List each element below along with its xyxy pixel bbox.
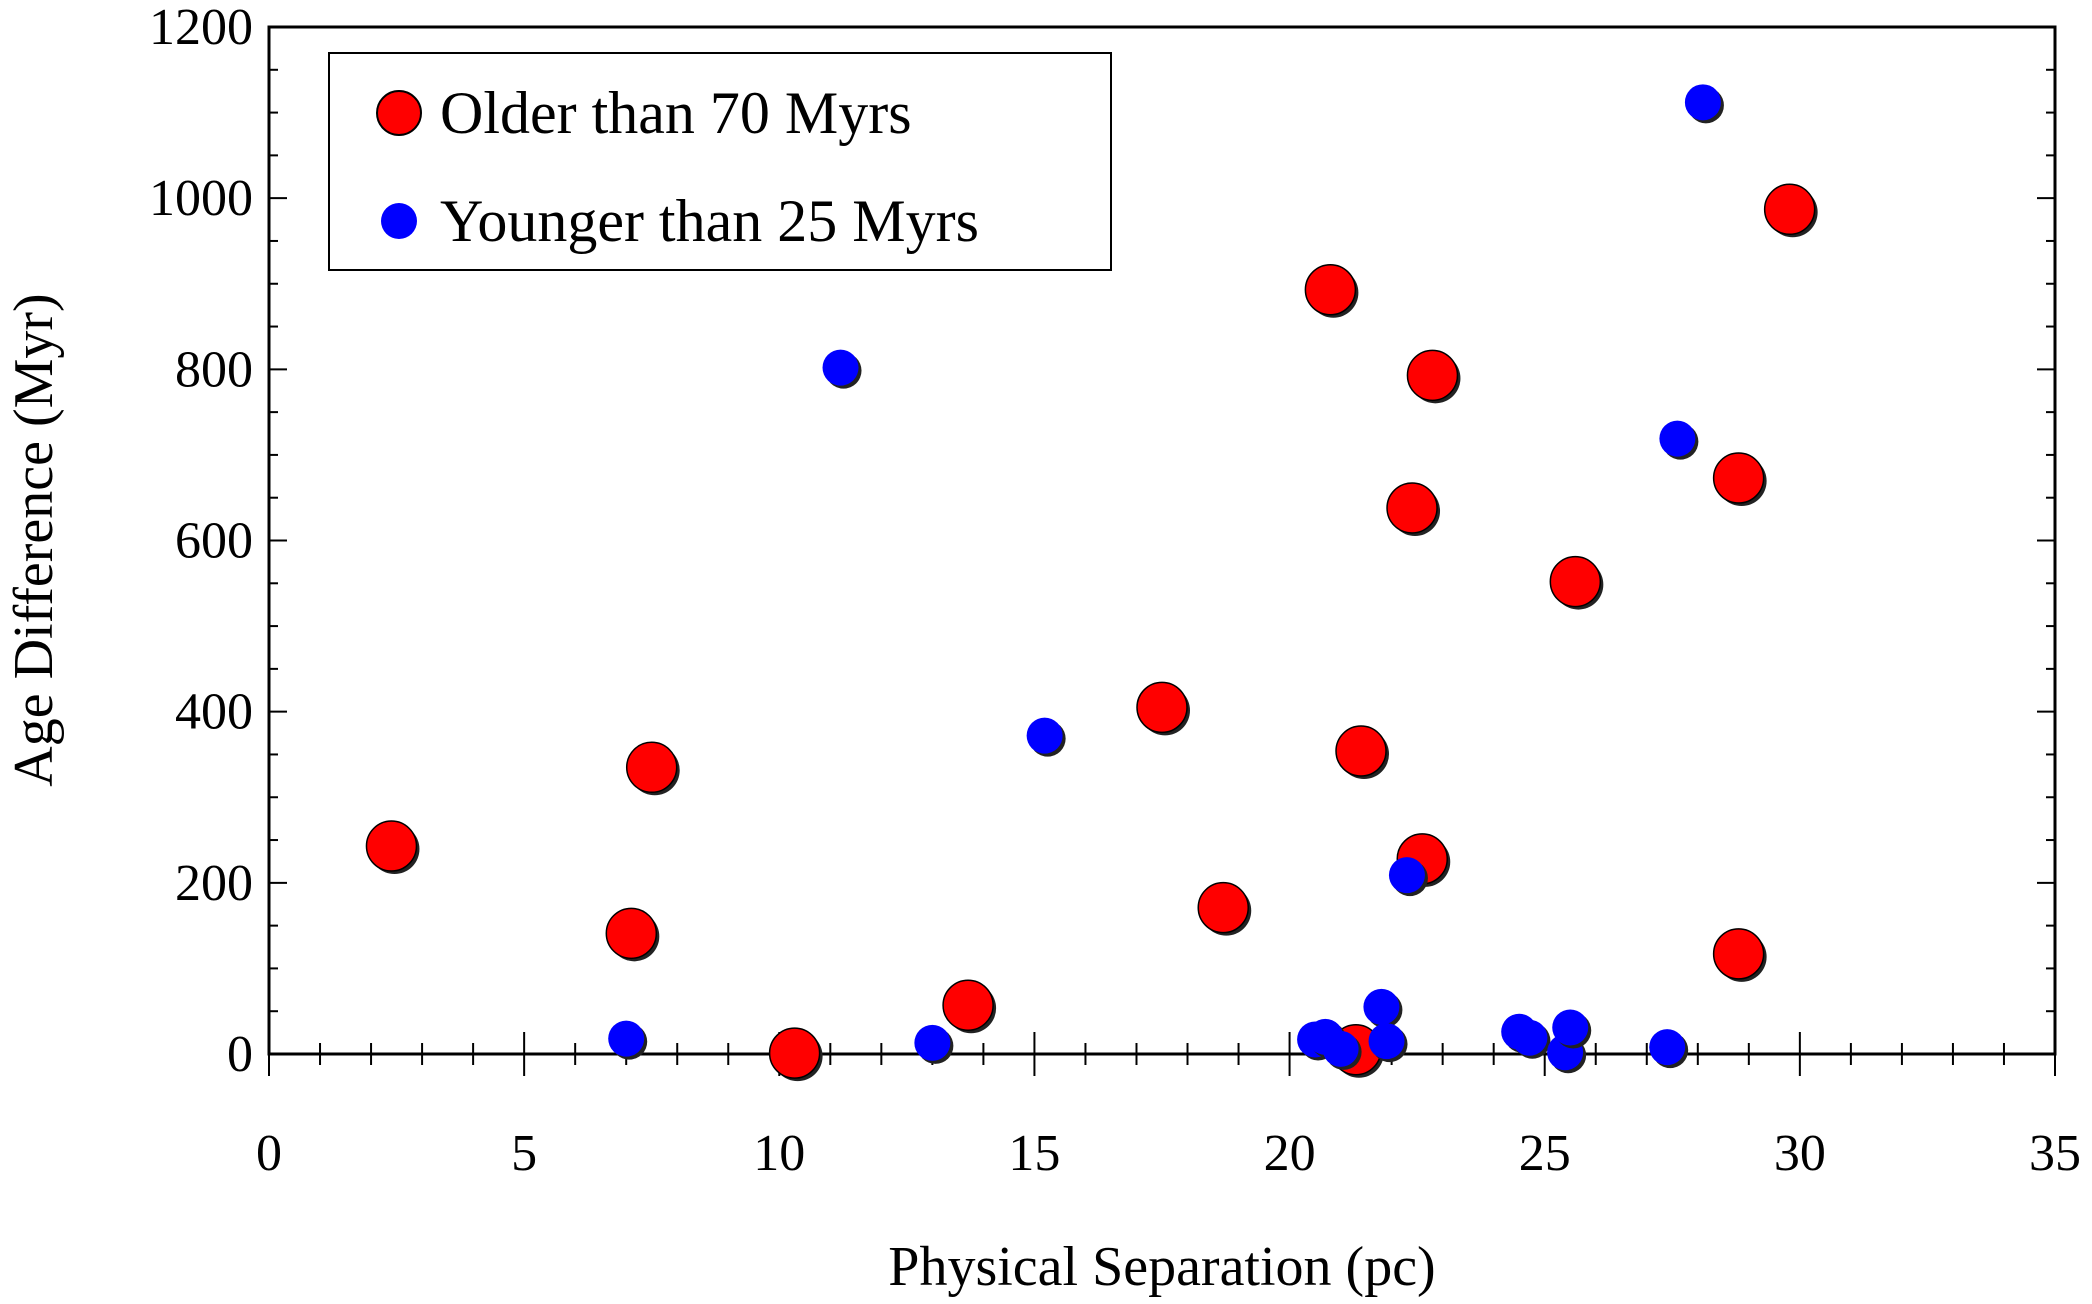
x-axis-title: Physical Separation (pc) [888, 1236, 1435, 1298]
data-point [1763, 183, 1816, 236]
data-point [822, 349, 859, 386]
y-axis: 0 200 400 600 800 1000 1200 [149, 0, 2055, 1083]
data-point [1649, 1029, 1686, 1066]
data-point [1552, 1009, 1589, 1046]
data-point [1511, 1019, 1548, 1056]
legend: Older than 70 Myrs Younger than 25 Myrs [328, 52, 1112, 271]
data-point [605, 907, 658, 960]
legend-box [328, 52, 1112, 271]
data-point [1388, 857, 1425, 894]
x-tick-label: 35 [2029, 1125, 2081, 1182]
y-tick-label: 800 [175, 341, 253, 398]
data-point [625, 741, 678, 794]
legend-label-younger: Younger than 25 Myrs [440, 188, 979, 254]
legend-marker-older [376, 90, 422, 136]
x-tick-label: 20 [1264, 1125, 1316, 1182]
data-point [1322, 1030, 1359, 1067]
x-tick-label: 25 [1519, 1125, 1571, 1182]
x-tick-label: 0 [256, 1125, 282, 1182]
data-points [365, 84, 1818, 1082]
y-tick-label: 1200 [149, 0, 253, 56]
data-point [942, 979, 994, 1031]
data-point [1684, 84, 1721, 121]
data-point [1406, 349, 1459, 402]
data-point [1712, 928, 1765, 980]
y-tick-label: 600 [175, 513, 253, 570]
y-tick-label: 1000 [149, 170, 253, 227]
data-point [768, 1027, 821, 1079]
data-point [1659, 420, 1696, 457]
data-point [1368, 1023, 1405, 1060]
data-point [608, 1020, 645, 1057]
data-point [1304, 263, 1357, 316]
legend-marker-younger [381, 203, 417, 239]
data-point [1136, 681, 1188, 734]
data-point [1335, 725, 1387, 777]
series-older [365, 183, 1818, 1082]
data-point [365, 820, 418, 872]
x-axis: 0 5 10 15 20 25 30 35 [256, 1032, 2081, 1182]
data-point [1712, 452, 1765, 504]
data-point [1363, 988, 1400, 1025]
x-tick-label: 10 [753, 1125, 805, 1182]
data-point [1197, 881, 1249, 934]
data-point [914, 1024, 951, 1061]
data-point [1386, 482, 1438, 534]
y-axis-title: Age Difference (Myr) [3, 293, 65, 786]
y-tick-label: 0 [227, 1026, 253, 1083]
legend-label-older: Older than 70 Myrs [440, 80, 912, 146]
x-tick-label: 30 [1774, 1125, 1826, 1182]
data-point [1026, 717, 1063, 754]
data-point [1549, 555, 1602, 608]
x-tick-label: 5 [511, 1125, 537, 1182]
series-younger [608, 84, 1724, 1074]
y-tick-label: 400 [175, 684, 253, 741]
x-tick-label: 15 [1008, 1125, 1060, 1182]
y-tick-label: 200 [175, 855, 253, 912]
